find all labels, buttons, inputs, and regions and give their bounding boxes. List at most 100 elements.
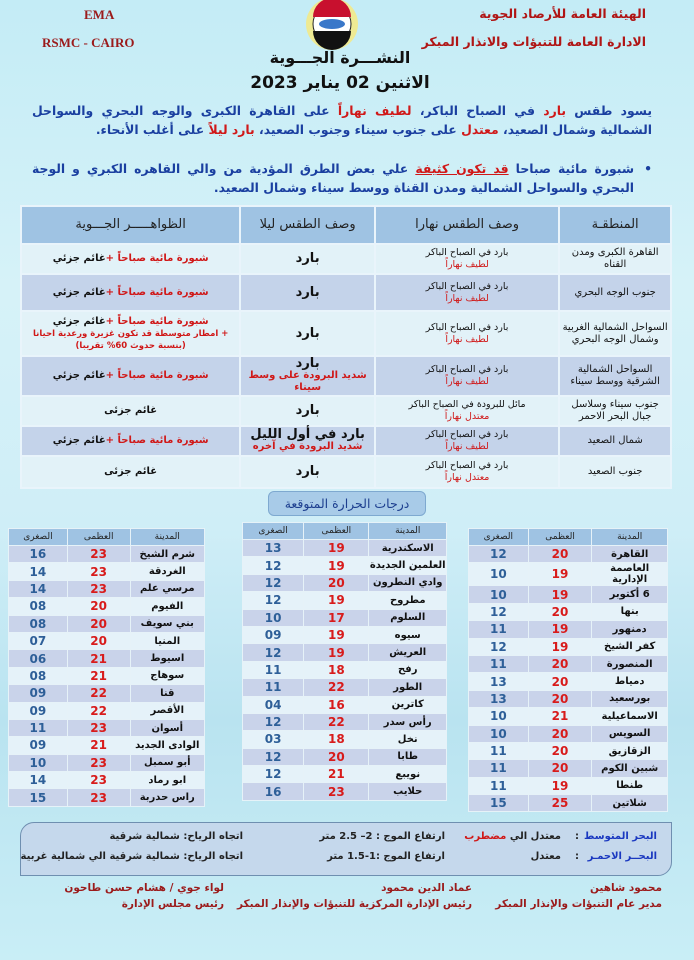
forecast-row: القاهرة الكبرى ومدن القناه بارد في الصباح… [19,243,672,275]
temp-row: أبو سمبل 23 10 [8,753,206,773]
med-wind: اتجاه الرياح: شمالية شرقية [109,831,243,842]
ema-logo [306,0,358,50]
city-name: سيوه [368,625,447,645]
phenomena-cell: شبورة مائية صباحاً +غائم جزئي [19,273,242,312]
max-temp: 22 [66,701,131,720]
min-temp: 11 [8,718,68,738]
max-temp: 19 [527,776,593,796]
day-cell: مائل للبرودة في الصباح الباكر معتدل نهارا… [373,395,561,427]
city-name: الاسماعيلية [591,707,668,726]
city-name: المنيا [129,631,206,651]
red-wave-height: ارتفاع الموج :1-1.5 متر [327,851,445,862]
temp-row: السلوم 17 10 [241,608,447,627]
max-temp: 23 [66,544,131,564]
min-temp: 11 [468,759,529,778]
min-temp: 12 [241,765,305,784]
min-temp: 16 [241,782,305,801]
city-name: مطروح [368,591,447,610]
temp-row: الطور 22 11 [241,678,447,697]
night-cell: بارد شديد البرودة على وسط سيناء [239,355,376,397]
temp-row: وادي النطرون 20 12 [241,573,447,593]
temp-row: 6 أكتوبر 19 10 [468,585,668,604]
night-cell: بارد [239,455,376,489]
max-temp: 19 [527,585,593,604]
city-name: وادي النطرون [368,573,447,593]
city-name: مرسي علم [129,579,206,599]
min-temp: 11 [468,654,529,674]
max-temp: 23 [66,562,131,581]
min-temp: 14 [8,771,68,790]
max-temp: 20 [66,614,131,633]
header-night: وصف الطقس ليلا [239,205,376,245]
max-temp: 20 [66,597,131,616]
temp-table-delta: المدينة العظمى الصغرى القاهرة 20 12 العاصمة ال… [468,528,668,813]
min-temp: 12 [241,556,305,575]
night-cell: بارد في أول الليل شديد البرودة في آخره [239,425,376,457]
forecast-row: جنوب الصعيد بارد في الصباح الباكر معتدل نه… [19,455,672,489]
min-temp: 07 [8,631,68,651]
region-cell: السواحل الشمالية الشرقية ووسط سيناء [558,355,672,397]
max-temp: 25 [527,794,593,813]
temp-row: دمنهور 19 11 [468,620,668,639]
min-temp: 14 [8,579,68,599]
temp-row: الفيوم 20 08 [8,597,206,616]
temp-row: الاسماعيلية 21 10 [468,707,668,726]
temp-row: رأس سدر 22 12 [241,712,447,732]
max-temp: 22 [303,712,370,732]
min-header: الصغرى [8,528,68,546]
min-temp: 08 [8,666,68,686]
max-temp: 21 [66,736,131,755]
max-temp: 19 [527,637,593,656]
signature-1: محمود شاهين مدير عام التنبؤات والإنذار ال… [495,882,662,910]
red-wind: اتجاه الرياح: شمالية شرقية الي شمالية غر… [20,851,243,862]
city-name: شبين الكوم [591,759,668,778]
temperatures-title: درجات الحرارة المتوقعة [268,491,426,516]
forecast-row: السواحل الشمالية الشرقية ووسط سيناء بارد … [19,355,672,397]
min-temp: 15 [468,794,529,813]
region-cell: القاهرة الكبرى ومدن القناه [558,243,672,275]
bulletin-title: النشـــرة الجـــوية [269,48,411,67]
org-department: الادارة العامة للتنبؤات والانذار المبكر [421,34,646,49]
min-temp: 12 [241,643,305,662]
city-name: طابا [368,747,447,767]
temp-row: دمياط 20 13 [468,672,668,691]
night-cell: بارد [239,395,376,427]
max-temp: 21 [66,649,131,668]
bullet-icon: • [644,161,652,176]
day-cell: بارد في الصباح الباكر معتدل نهاراً [373,455,561,489]
region-cell: شمال الصعيد [558,425,672,457]
city-name: القاهرة [591,544,668,564]
day-cell: بارد في الصباح الباكر لطيف نهاراً [373,243,561,275]
forecast-table: المنطقـة وصف الطقس نهارا وصف الطقس ليلا … [19,205,672,489]
city-name: الاسكندرية [368,538,447,558]
day-cell: بارد في الصباح الباكر لطيف نهاراً [373,310,561,357]
red-sea-label: البحــر الاحمـر [587,851,657,862]
city-header: المدينة [368,522,447,540]
city-name: الأقصر [129,701,206,720]
city-name: رفح [368,660,447,680]
max-temp: 19 [527,620,593,639]
max-temp: 20 [527,741,593,761]
temp-row: مرسي علم 23 14 [8,579,206,599]
city-name: طنطا [591,776,668,796]
phenomena-cell: شبورة مائية صباحاً +غائم جزئي [19,243,242,275]
temp-row: الأقصر 22 09 [8,701,206,720]
city-name: حلايب [368,782,447,801]
min-temp: 13 [241,538,305,558]
forecast-row: جنوب سيناء وسلاسل جبال البحر الاحمر مائل … [19,395,672,427]
city-name: نويبع [368,765,447,784]
phenomena-cell: شبورة مائية صباحاً +غائم جزئي [19,355,242,397]
min-temp: 10 [468,585,529,604]
temp-row: سيوه 19 09 [241,625,447,645]
bulletin-date: الاثنين 02 يناير 2023 [250,73,430,93]
temp-row: كاترين 16 04 [241,695,447,714]
max-temp: 19 [303,591,370,610]
temp-row: القاهرة 20 12 [468,544,668,564]
city-name: دمياط [591,672,668,691]
city-name: كفر الشيخ [591,637,668,656]
temp-row: العريش 19 12 [241,643,447,662]
max-temp: 16 [303,695,370,714]
temp-row: بنها 20 12 [468,602,668,622]
min-temp: 11 [468,741,529,761]
max-temp: 21 [303,765,370,784]
